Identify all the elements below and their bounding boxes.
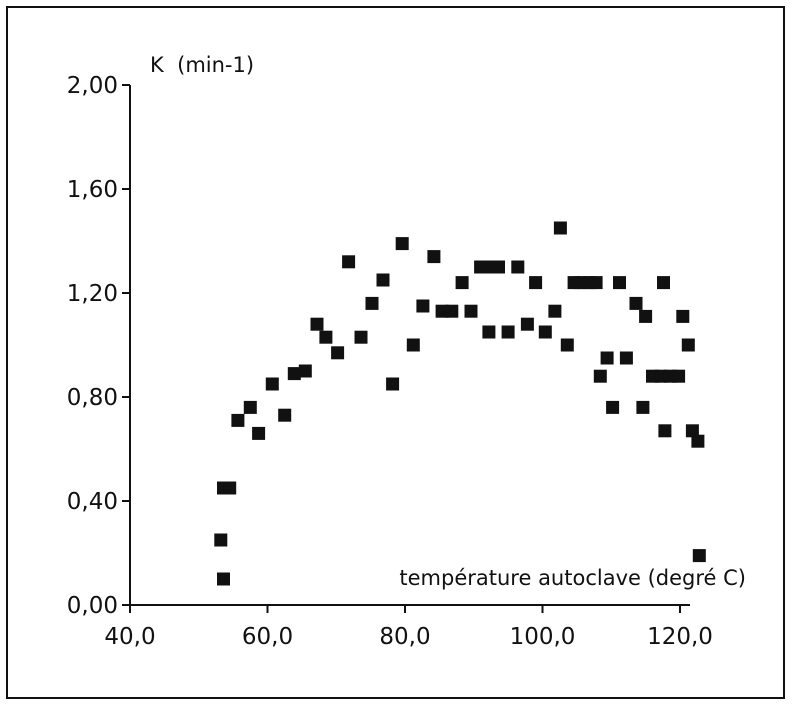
data-point <box>395 237 409 251</box>
data-point <box>217 572 230 586</box>
y-tick-label: 0,80 <box>67 385 118 411</box>
x-tick-label: 80,0 <box>379 624 430 650</box>
data-point <box>354 330 368 344</box>
data-point <box>589 276 603 290</box>
data-point <box>560 338 574 352</box>
data-point <box>553 221 567 235</box>
data-point <box>376 273 390 287</box>
data-point <box>685 424 699 438</box>
x-tick-label: 60,0 <box>242 624 293 650</box>
data-point <box>252 426 266 440</box>
data-point <box>331 346 345 360</box>
data-point <box>298 364 312 378</box>
x-tick-label: 120,0 <box>647 624 713 650</box>
data-point <box>657 276 670 290</box>
y-tick-label: 1,60 <box>67 177 118 203</box>
data-point <box>492 260 505 274</box>
data-point <box>310 317 324 331</box>
data-point <box>629 296 643 310</box>
data-point <box>619 351 633 365</box>
data-point <box>636 400 650 414</box>
data-point <box>287 367 301 381</box>
data-point <box>214 533 228 547</box>
y-tick-label: 0,40 <box>67 489 118 515</box>
data-point <box>548 304 562 318</box>
data-point <box>231 413 245 427</box>
data-point <box>243 400 257 414</box>
data-point <box>593 369 607 383</box>
data-point <box>427 250 441 264</box>
data-point <box>613 276 626 290</box>
data-point <box>672 369 686 383</box>
data-point <box>658 424 672 438</box>
data-point <box>600 351 614 365</box>
x-axis-label: température autoclave (degré C) <box>399 566 746 590</box>
axes: 0,00 0,40 0,80 1,20 1,60 2,00 40,0 60,0 80,0 100,… <box>67 73 713 650</box>
data-point <box>464 304 478 318</box>
data-point <box>511 260 525 274</box>
data-point <box>538 325 552 339</box>
data-point <box>520 317 534 331</box>
data-point <box>386 377 400 391</box>
data-point <box>445 304 459 318</box>
data-point <box>416 299 430 313</box>
y-tick-label: 1,20 <box>67 281 118 307</box>
data-point <box>676 309 690 323</box>
data-point <box>692 549 706 563</box>
chart-frame <box>6 6 785 699</box>
data-point <box>501 325 515 339</box>
data-point <box>319 330 333 344</box>
x-tick-label: 40,0 <box>104 624 155 650</box>
data-point <box>681 338 695 352</box>
data-point <box>482 325 496 339</box>
data-point <box>691 434 705 448</box>
data-point <box>265 377 279 391</box>
data-point <box>455 276 469 290</box>
y-axis-label: K (min-1) <box>150 53 254 77</box>
data-point <box>365 296 379 310</box>
data-points <box>214 221 706 586</box>
y-tick-label: 0,00 <box>67 593 118 619</box>
data-point <box>474 260 488 274</box>
x-tick-label: 100,0 <box>510 624 576 650</box>
data-point <box>606 400 620 414</box>
data-point <box>529 276 543 290</box>
y-tick-label: 2,00 <box>67 73 118 99</box>
data-point <box>406 338 420 352</box>
data-point <box>278 408 292 422</box>
data-point <box>639 309 653 323</box>
data-point <box>342 255 356 269</box>
data-point <box>223 481 237 495</box>
